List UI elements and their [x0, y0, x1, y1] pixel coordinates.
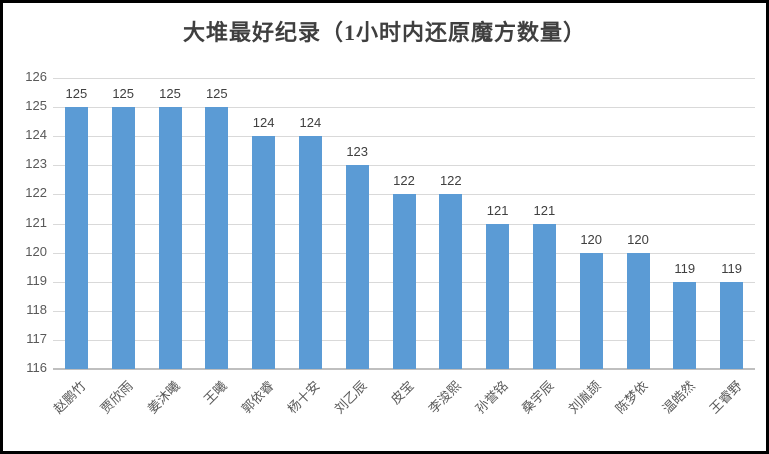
- y-tick-label: 119: [26, 272, 47, 288]
- gridline: [53, 78, 755, 79]
- gridline: [53, 107, 755, 109]
- bar-孙誉铭: [486, 223, 510, 369]
- y-tick-label: 125: [25, 98, 47, 114]
- data-label: 124: [299, 115, 322, 131]
- bar-陈梦依: [626, 252, 650, 369]
- data-label: 119: [674, 260, 696, 276]
- data-label: 125: [205, 86, 228, 102]
- bar-赵鹏竹: [64, 107, 88, 369]
- data-label: 123: [346, 144, 369, 160]
- data-label: 125: [65, 86, 88, 102]
- bar-贾欣雨: [111, 107, 135, 369]
- data-label: 120: [627, 231, 649, 247]
- bar-姜沐曦: [158, 107, 182, 369]
- chart-title: 大堆最好纪录（1小时内还原魔方数量）: [182, 20, 586, 45]
- data-label: 125: [112, 86, 135, 102]
- y-tick-label: 124: [25, 127, 47, 143]
- bar-桑宇辰: [532, 223, 556, 369]
- data-label: 119: [721, 260, 742, 276]
- plot-area: 125 125 125 125 124 124 123 122 122 121 121 120 120 1…: [53, 78, 755, 370]
- y-tick-label: 126: [25, 69, 47, 84]
- y-tick-label: 116: [26, 360, 47, 375]
- bar-王睿野: [720, 281, 744, 369]
- y-tick-label: 120: [25, 243, 47, 259]
- y-tick-label: 121: [25, 214, 47, 230]
- x-axis-line: [53, 368, 755, 370]
- data-label: 122: [439, 173, 462, 189]
- bar-王曦: [205, 107, 229, 369]
- data-label: 121: [533, 202, 556, 218]
- y-tick-label: 118: [26, 301, 47, 317]
- data-label: 125: [159, 86, 181, 102]
- bar-刘胤颉: [579, 252, 603, 369]
- y-tick-label: 117: [26, 330, 47, 346]
- data-label: 121: [486, 202, 509, 218]
- bar-温皓然: [673, 281, 697, 369]
- gridline: [53, 136, 755, 138]
- bar-杨十安: [298, 136, 322, 369]
- bar-李浚熙: [439, 194, 463, 369]
- y-tick-label: 122: [25, 185, 47, 201]
- bar-郭依睿: [252, 136, 276, 369]
- y-tick-label: 123: [25, 156, 47, 172]
- data-label: 120: [580, 231, 603, 247]
- data-label: 124: [252, 115, 275, 131]
- data-label: 122: [393, 173, 415, 189]
- gridline: [53, 165, 755, 167]
- bar-皮宝: [392, 194, 416, 369]
- bar-刘乙辰: [345, 165, 369, 369]
